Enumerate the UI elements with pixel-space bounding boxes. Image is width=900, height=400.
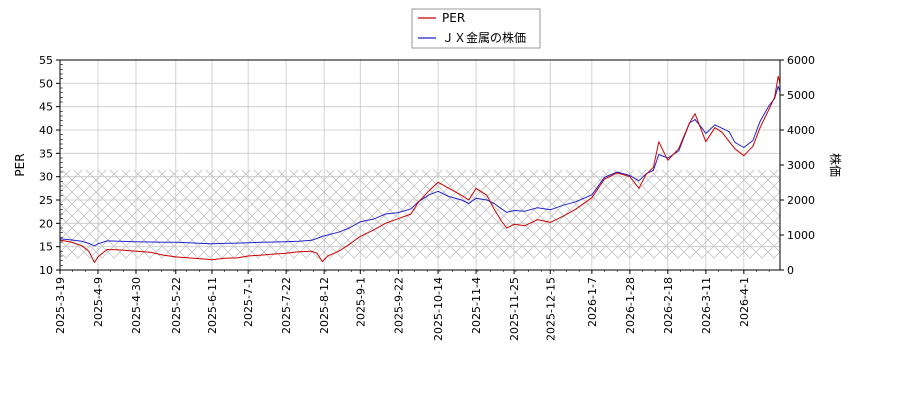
x-tick-label: 2025-6-11 [206,277,219,334]
left-tick-label: 15 [39,241,53,254]
right-tick-label: 0 [787,264,794,277]
left-tick-label: 40 [39,124,53,137]
x-tick-label: 2026-1-7 [586,277,599,327]
left-axis-label: PER [13,153,27,176]
legend-box [411,8,541,49]
legend: PER ＪＸ金属の株価 [411,8,541,49]
left-tick-label: 10 [39,264,53,277]
left-axis-ticks: 10 15 20 25 30 35 40 45 50 55 [39,54,63,277]
x-tick-label: 2026-2-18 [662,277,675,334]
x-tick-label: 2025-10-14 [432,277,445,341]
right-tick-label: 6000 [787,54,815,67]
x-tick-label: 2025-11-4 [470,277,483,334]
x-tick-label: 2025-7-22 [280,277,293,334]
x-tick-label: 2025-11-25 [508,277,521,341]
left-tick-label: 25 [39,194,53,207]
left-tick-label: 50 [39,77,53,90]
x-tick-label: 2025-8-12 [318,277,331,334]
left-tick-label: 55 [39,54,53,67]
series-layer [60,75,780,263]
per-series-line [60,75,780,263]
x-tick-label: 2026-4-1 [738,277,751,327]
hatched-band [60,169,780,259]
right-tick-label: 2000 [787,194,815,207]
x-tick-label: 2025-4-9 [92,277,105,327]
x-tick-label: 2025-3-19 [54,277,67,334]
right-tick-label: 1000 [787,229,815,242]
x-tick-label: 2025-12-15 [544,277,557,341]
x-tick-label: 2026-3-11 [700,277,713,334]
x-tick-label: 2025-7-1 [242,277,255,327]
left-tick-label: 35 [39,147,53,160]
x-axis-ticks: 2025-3-19 2025-4-9 2025-4-30 2025-5-22 2025-… [54,270,770,341]
left-tick-label: 20 [39,217,53,230]
x-tick-label: 2025-4-30 [130,277,143,334]
right-axis-ticks: 0 1000 2000 3000 4000 5000 6000 [780,54,815,277]
x-tick-label: 2025-9-1 [354,277,367,327]
right-tick-label: 5000 [787,89,815,102]
right-tick-label: 4000 [787,124,815,137]
left-tick-label: 30 [39,171,53,184]
left-tick-label: 45 [39,101,53,114]
legend-label-price: ＪＸ金属の株価 [442,30,526,45]
x-tick-label: 2025-5-22 [170,277,183,334]
x-tick-label: 2025-9-22 [392,277,405,334]
right-tick-label: 3000 [787,159,815,172]
x-tick-label: 2026-1-28 [624,277,637,334]
right-axis-label: 株価 [828,153,843,177]
legend-label-per: PER [442,11,465,25]
